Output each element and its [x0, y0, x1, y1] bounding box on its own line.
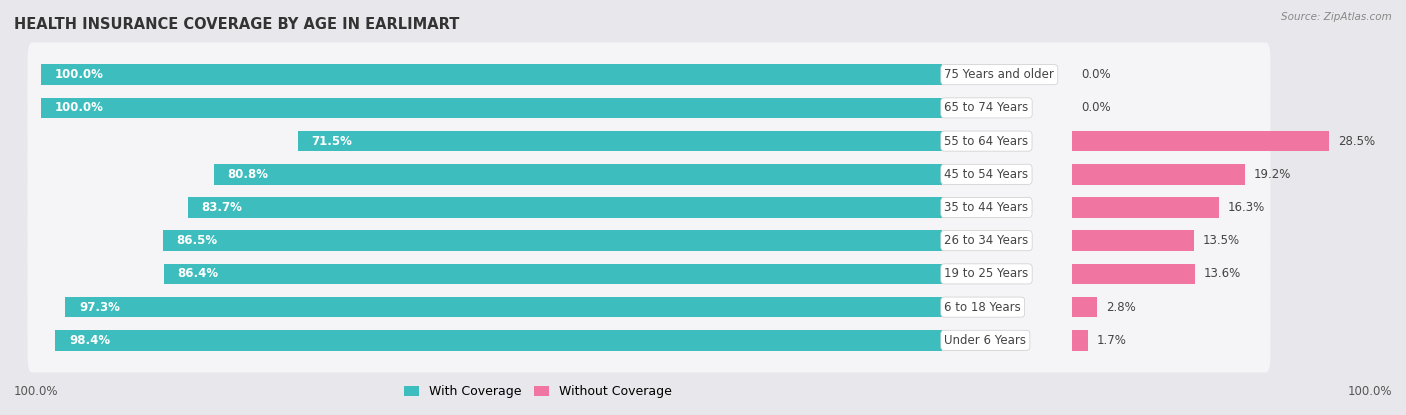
- FancyBboxPatch shape: [28, 142, 1271, 207]
- Text: 100.0%: 100.0%: [14, 386, 59, 398]
- Bar: [163, 264, 942, 284]
- Bar: [1073, 264, 1195, 284]
- Text: Under 6 Years: Under 6 Years: [945, 334, 1026, 347]
- Bar: [1073, 197, 1219, 218]
- Text: 98.4%: 98.4%: [69, 334, 110, 347]
- Bar: [163, 230, 942, 251]
- Bar: [1073, 131, 1329, 151]
- Text: 16.3%: 16.3%: [1227, 201, 1265, 214]
- Text: 1.7%: 1.7%: [1097, 334, 1126, 347]
- Text: 26 to 34 Years: 26 to 34 Years: [945, 234, 1029, 247]
- Text: 0.0%: 0.0%: [1081, 101, 1111, 115]
- Text: 83.7%: 83.7%: [201, 201, 242, 214]
- Text: 13.6%: 13.6%: [1204, 267, 1241, 281]
- Legend: With Coverage, Without Coverage: With Coverage, Without Coverage: [399, 380, 676, 403]
- FancyBboxPatch shape: [28, 242, 1271, 306]
- FancyBboxPatch shape: [28, 109, 1271, 173]
- Text: 71.5%: 71.5%: [311, 134, 352, 148]
- Text: 45 to 54 Years: 45 to 54 Years: [945, 168, 1028, 181]
- Bar: [188, 197, 942, 218]
- Bar: [66, 297, 942, 317]
- Text: 100.0%: 100.0%: [55, 68, 104, 81]
- Bar: [41, 64, 942, 85]
- FancyBboxPatch shape: [28, 308, 1271, 373]
- Bar: [214, 164, 942, 185]
- Text: 65 to 74 Years: 65 to 74 Years: [945, 101, 1029, 115]
- FancyBboxPatch shape: [28, 76, 1271, 140]
- Text: 75 Years and older: 75 Years and older: [945, 68, 1054, 81]
- Text: 6 to 18 Years: 6 to 18 Years: [945, 300, 1021, 314]
- Text: 2.8%: 2.8%: [1107, 300, 1136, 314]
- Text: 55 to 64 Years: 55 to 64 Years: [945, 134, 1028, 148]
- Text: 86.5%: 86.5%: [176, 234, 218, 247]
- Text: 100.0%: 100.0%: [1347, 386, 1392, 398]
- FancyBboxPatch shape: [28, 208, 1271, 273]
- Text: 97.3%: 97.3%: [79, 300, 120, 314]
- Text: 13.5%: 13.5%: [1202, 234, 1240, 247]
- FancyBboxPatch shape: [28, 42, 1271, 107]
- Bar: [1073, 330, 1088, 351]
- Bar: [298, 131, 942, 151]
- Bar: [1073, 230, 1194, 251]
- Text: 35 to 44 Years: 35 to 44 Years: [945, 201, 1028, 214]
- Text: Source: ZipAtlas.com: Source: ZipAtlas.com: [1281, 12, 1392, 22]
- Text: 0.0%: 0.0%: [1081, 68, 1111, 81]
- Text: 100.0%: 100.0%: [55, 101, 104, 115]
- Text: 80.8%: 80.8%: [228, 168, 269, 181]
- Bar: [1073, 164, 1246, 185]
- Text: 86.4%: 86.4%: [177, 267, 218, 281]
- FancyBboxPatch shape: [28, 175, 1271, 240]
- Text: 28.5%: 28.5%: [1339, 134, 1375, 148]
- Text: HEALTH INSURANCE COVERAGE BY AGE IN EARLIMART: HEALTH INSURANCE COVERAGE BY AGE IN EARL…: [14, 17, 460, 32]
- Text: 19 to 25 Years: 19 to 25 Years: [945, 267, 1029, 281]
- Bar: [41, 98, 942, 118]
- Bar: [1073, 297, 1098, 317]
- FancyBboxPatch shape: [28, 275, 1271, 339]
- Bar: [55, 330, 942, 351]
- Text: 19.2%: 19.2%: [1254, 168, 1292, 181]
